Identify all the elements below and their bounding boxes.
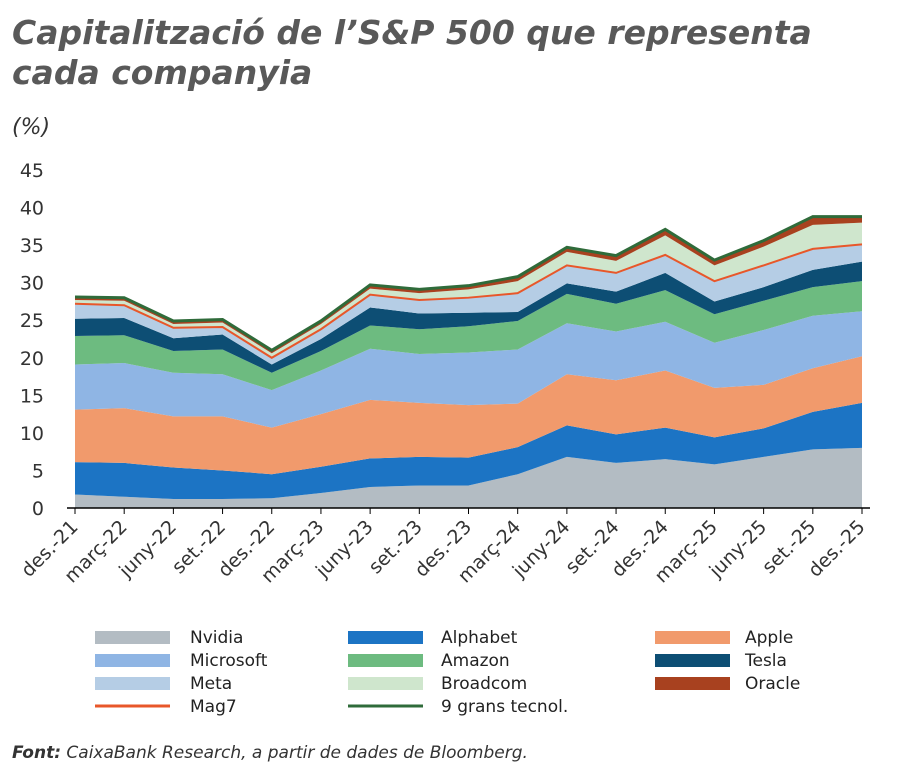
legend-label: Broadcom: [441, 674, 527, 694]
y-tick-label: 10: [20, 423, 44, 445]
legend-label: Nvidia: [190, 628, 243, 648]
source-text: CaixaBank Research, a partir de dades de…: [66, 743, 528, 763]
unit-label: (%): [12, 115, 50, 140]
y-tick-label: 45: [20, 160, 44, 182]
y-tick-label: 30: [20, 273, 44, 295]
y-tick-label: 40: [20, 198, 44, 220]
legend-swatch: [95, 631, 170, 644]
y-tick-label: 15: [20, 385, 44, 407]
legend-label: Tesla: [744, 651, 787, 671]
area: [75, 402, 862, 499]
y-tick-label: 5: [32, 460, 44, 482]
y-tick-label: 25: [20, 310, 44, 332]
legend-label: 9 grans tecnol.: [441, 697, 568, 717]
y-tick-label: 35: [20, 235, 44, 257]
legend-swatch: [655, 677, 730, 690]
area: [75, 244, 862, 365]
legend-label: Alphabet: [441, 628, 518, 648]
legend-label: Oracle: [745, 674, 800, 694]
legend-swatch: [95, 654, 170, 667]
legend-label: Mag7: [190, 697, 237, 717]
chart-title: Capitalització de l’S&P 500 que represen…: [12, 13, 812, 52]
y-tick-label: 0: [32, 498, 44, 520]
legend-label: Meta: [190, 674, 232, 694]
line: [74, 243, 863, 359]
legend-label: Microsoft: [190, 651, 268, 671]
area: [75, 356, 862, 475]
line: [74, 215, 862, 353]
source-label: Font:: [12, 743, 61, 763]
legend-label: Amazon: [441, 651, 510, 671]
legend-swatch: [655, 631, 730, 644]
area: [75, 222, 862, 358]
area: [75, 311, 862, 428]
legend-swatch: [348, 631, 423, 644]
legend-label: Apple: [745, 628, 793, 648]
legend-swatch: [655, 654, 730, 667]
y-tick-label: 20: [20, 348, 44, 370]
area: [75, 281, 862, 391]
legend-swatch: [348, 677, 423, 690]
legend-swatch: [95, 677, 170, 690]
area: [75, 447, 862, 508]
area: [75, 261, 862, 373]
source: Font: CaixaBank Research, a partir de da…: [12, 743, 528, 763]
chart-title: cada companyia: [12, 53, 312, 92]
legend-swatch: [348, 654, 423, 667]
